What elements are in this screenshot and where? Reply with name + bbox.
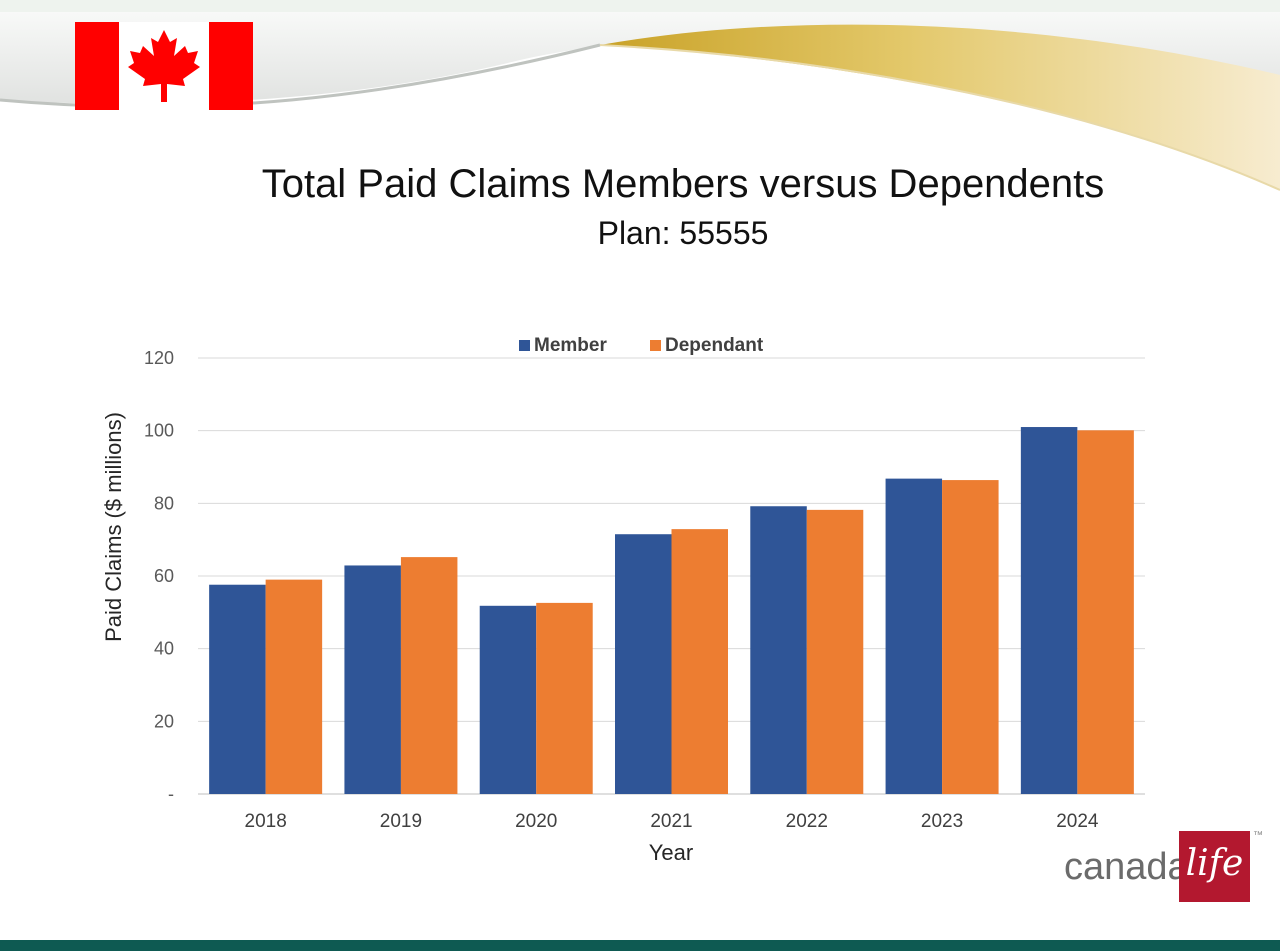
y-tick-label: 20	[154, 711, 174, 731]
x-category-label: 2022	[786, 811, 828, 832]
bar-dependant-2023	[942, 480, 999, 794]
x-category-label: 2021	[650, 811, 692, 832]
canada-life-logo: life	[1179, 831, 1250, 902]
bar-member-2020	[479, 605, 537, 794]
bar-member-2023	[885, 478, 943, 794]
bar-dependant-2021	[671, 529, 728, 794]
x-category-label: 2024	[1056, 811, 1099, 832]
x-axis-title: Year	[649, 840, 693, 865]
bar-dependant-2018	[265, 579, 323, 794]
bar-member-2019	[344, 565, 401, 794]
y-tick-label: 80	[154, 493, 174, 513]
bar-member-2024	[1020, 427, 1078, 794]
legend: Member Dependant	[519, 335, 764, 356]
y-tick-label: 120	[144, 348, 174, 368]
bar-dependant-2020	[536, 602, 593, 794]
y-tick-label: 100	[144, 421, 174, 441]
legend-label-dependant: Dependant	[665, 335, 764, 356]
canada-life-logo-script: life	[1185, 843, 1244, 884]
y-axis-title: Paid Claims ($ millions)	[101, 412, 126, 642]
chart-subtitle: Plan: 55555	[597, 215, 769, 251]
x-category-label: 2018	[245, 811, 287, 832]
bottom-band	[0, 940, 1280, 951]
x-category-label: 2019	[380, 811, 422, 832]
x-category-label: 2020	[515, 811, 557, 832]
legend-swatch-member	[519, 340, 530, 351]
x-category-label: 2023	[921, 811, 963, 832]
chart-title: Total Paid Claims Members versus Depende…	[261, 162, 1105, 206]
y-tick-label: -	[168, 784, 174, 804]
bar-dependant-2024	[1077, 430, 1134, 794]
top-band	[0, 0, 1280, 12]
legend-label-member: Member	[534, 335, 607, 356]
legend-swatch-dependant	[650, 340, 661, 351]
y-tick-label: 60	[154, 566, 174, 586]
bar-member-2018	[209, 584, 266, 794]
trademark-mark: ™	[1253, 830, 1263, 841]
bar-dependant-2022	[806, 509, 864, 794]
canada-flag-icon	[75, 22, 253, 110]
bar-dependant-2019	[400, 557, 458, 794]
bar-member-2021	[615, 534, 672, 794]
y-tick-label: 40	[154, 639, 174, 659]
canada-life-logo-word: canada	[1064, 846, 1189, 888]
bar-member-2022	[750, 506, 807, 794]
